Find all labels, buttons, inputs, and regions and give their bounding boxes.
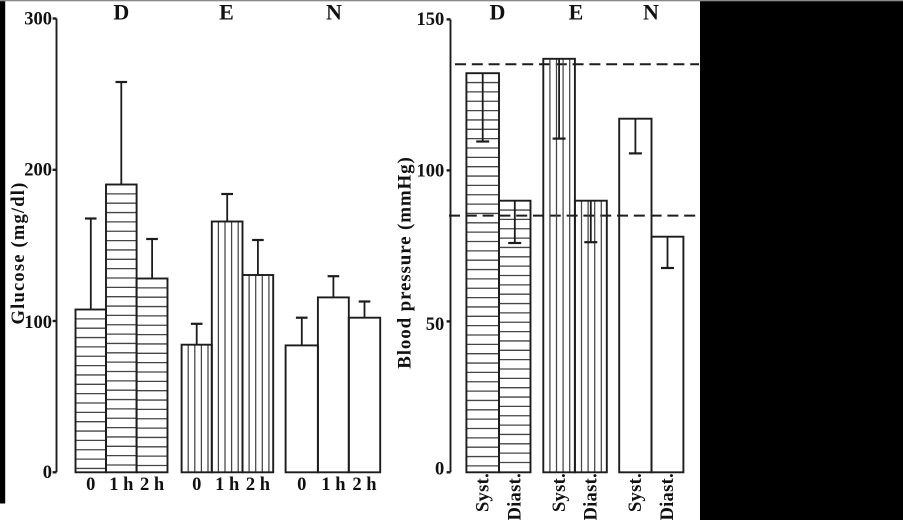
svg-text:1 h: 1 h (109, 475, 134, 495)
svg-text:D: D (490, 0, 506, 25)
svg-text:0: 0 (435, 460, 444, 480)
svg-text:1 h: 1 h (321, 475, 346, 495)
svg-text:0: 0 (297, 475, 306, 495)
svg-text:Glucose (mg/dl): Glucose (mg/dl) (9, 182, 29, 325)
svg-text:N: N (326, 0, 342, 25)
svg-text:2 h: 2 h (246, 475, 271, 495)
svg-text:0: 0 (86, 475, 95, 495)
svg-text:Syst.: Syst. (626, 473, 646, 512)
svg-text:50: 50 (426, 315, 445, 335)
svg-text:2 h: 2 h (140, 475, 165, 495)
svg-text:300: 300 (24, 9, 52, 29)
svg-text:Syst.: Syst. (474, 473, 494, 512)
svg-text:100: 100 (417, 162, 445, 182)
svg-text:100: 100 (24, 313, 52, 333)
svg-text:2 h: 2 h (352, 475, 377, 495)
svg-text:N: N (643, 0, 659, 25)
svg-text:Syst.: Syst. (550, 473, 570, 512)
svg-text:0: 0 (43, 463, 52, 483)
svg-text:D: D (113, 0, 129, 25)
svg-text:0: 0 (192, 475, 201, 495)
svg-text:Blood pressure (mmHg): Blood pressure (mmHg) (395, 156, 416, 368)
svg-text:200: 200 (24, 161, 52, 181)
svg-text:150: 150 (417, 10, 445, 30)
svg-text:Diast.: Diast. (582, 473, 602, 520)
svg-text:Diast.: Diast. (658, 473, 678, 520)
svg-text:E: E (219, 0, 234, 25)
svg-text:1 h: 1 h (215, 475, 240, 495)
svg-text:E: E (569, 0, 584, 25)
svg-text:Diast.: Diast. (506, 473, 526, 520)
